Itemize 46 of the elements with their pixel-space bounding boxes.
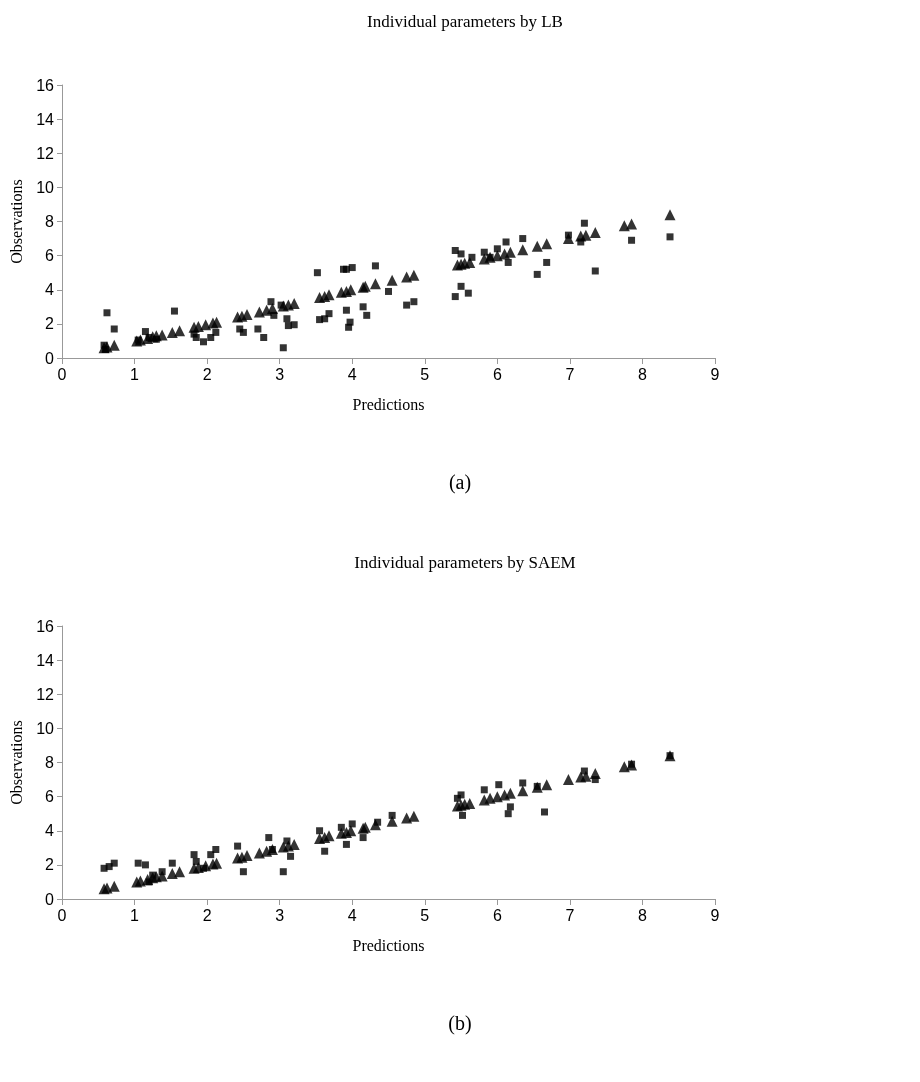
x-tick-label: 4	[347, 906, 357, 924]
y-tick-label: 10	[36, 719, 55, 737]
x-tick-label: 0	[57, 365, 67, 383]
y-tick-label: 12	[36, 685, 55, 703]
x-tick-label: 3	[275, 365, 285, 383]
x-tick-label: 8	[637, 365, 647, 383]
y-tick-label: 2	[45, 315, 55, 333]
x-tick-label: 7	[565, 365, 575, 383]
y-tick-label: 6	[45, 247, 55, 265]
x-tick-label: 1	[130, 365, 140, 383]
y-tick-label: 14	[36, 651, 55, 669]
chart-title: Individual parameters by SAEM	[354, 553, 576, 572]
y-tick-label: 8	[45, 213, 55, 230]
x-tick-label: 9	[710, 365, 720, 383]
x-tick-label: 4	[347, 365, 357, 383]
y-tick-label: 12	[36, 144, 55, 162]
x-tick-label: 5	[420, 365, 430, 383]
x-tick-label: 3	[275, 906, 285, 924]
chart-title: Individual parameters by LB	[367, 12, 563, 31]
y-tick-label: 0	[45, 890, 55, 908]
x-tick-label: 1	[130, 906, 140, 924]
y-tick-label: 4	[45, 281, 55, 299]
x-tick-label: 6	[492, 906, 502, 924]
x-tick-label: 2	[202, 365, 212, 383]
x-tick-label: 6	[492, 365, 502, 383]
y-tick-label: 4	[45, 822, 55, 840]
x-tick-label: 5	[420, 906, 430, 924]
y-tick-label: 0	[45, 349, 55, 367]
text: (b)	[448, 1012, 472, 1035]
y-axis-title: Observations	[7, 720, 25, 805]
y-tick-label: 2	[45, 856, 55, 874]
x-tick-label: 7	[565, 906, 575, 924]
x-tick-label: 2	[202, 906, 212, 924]
y-tick-label: 16	[36, 76, 55, 94]
y-tick-label: 16	[36, 617, 55, 635]
x-axis-title: Predictions	[352, 395, 425, 413]
x-tick-label: 8	[637, 906, 647, 924]
y-tick-label: 6	[45, 788, 55, 806]
x-tick-label: 0	[57, 906, 67, 924]
y-axis-title: Observations	[7, 179, 25, 264]
y-tick-label: 10	[36, 178, 55, 196]
y-tick-label: 14	[36, 110, 55, 128]
x-axis-title: Predictions	[352, 936, 425, 954]
y-tick-label: 8	[45, 754, 55, 771]
text: (a)	[448, 471, 472, 494]
x-tick-label: 9	[710, 906, 720, 924]
